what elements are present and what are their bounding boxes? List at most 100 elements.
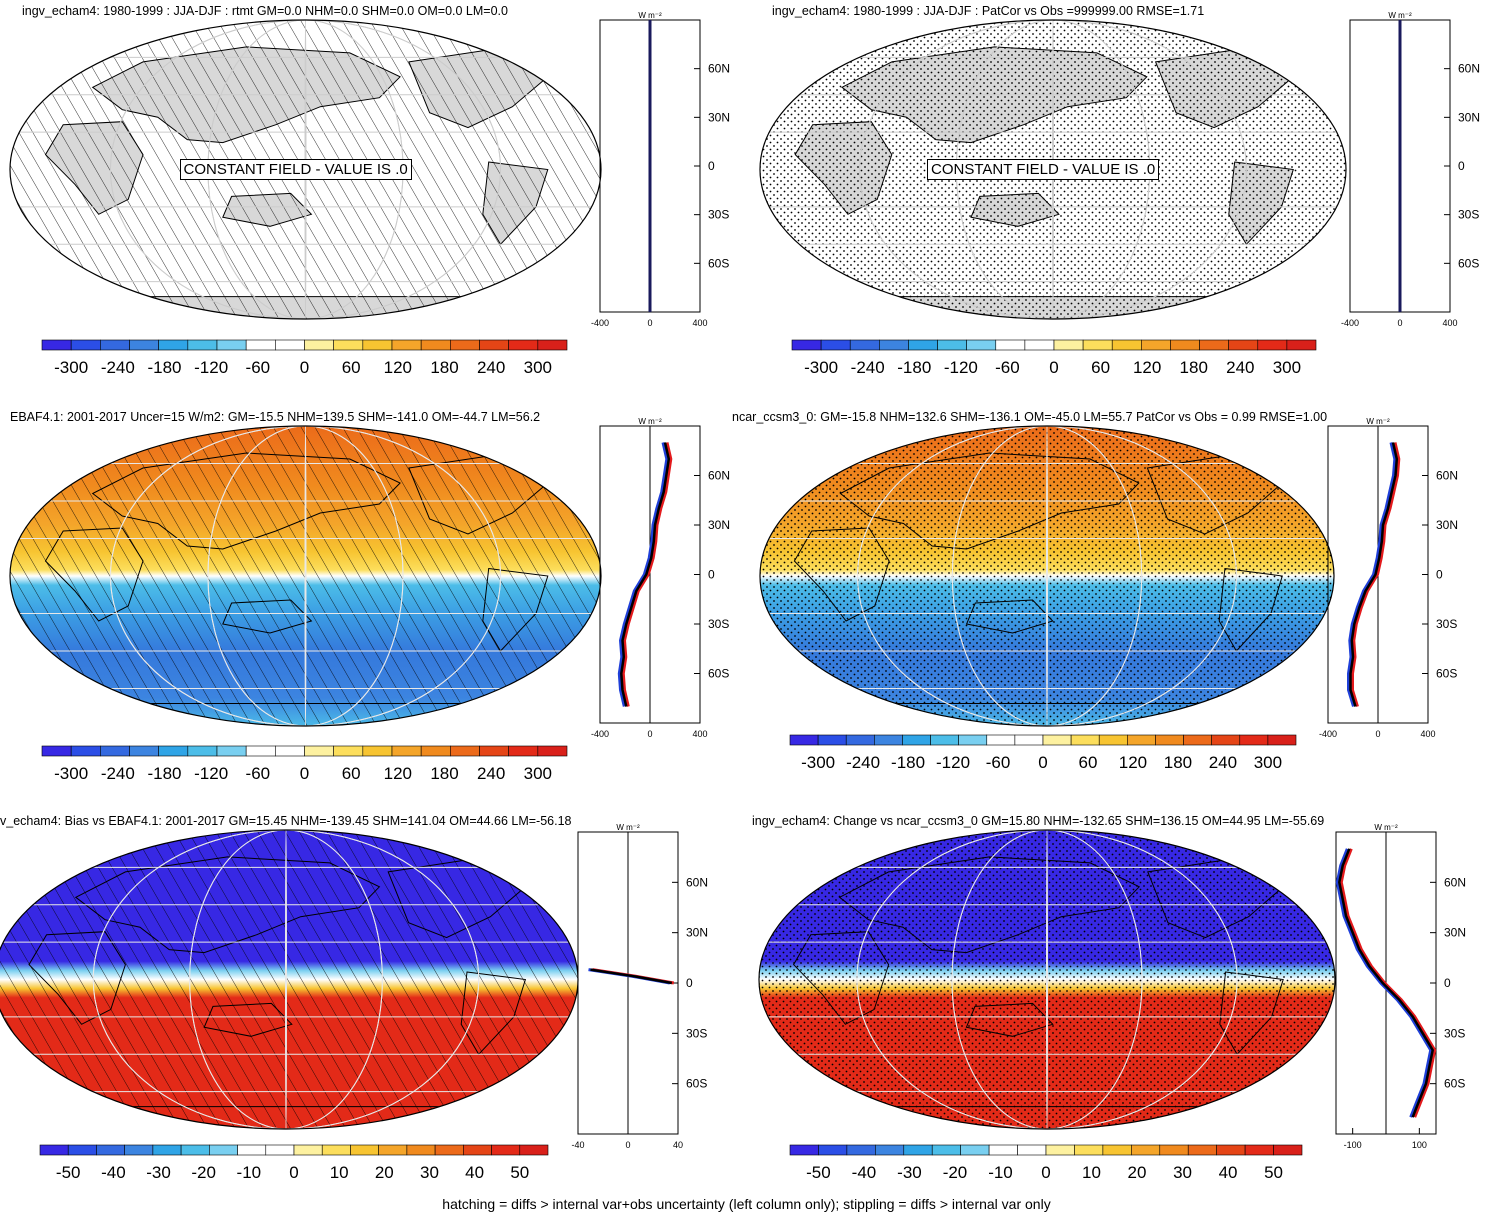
colorbar-label: -20: [943, 1163, 968, 1182]
profile-series: [1351, 442, 1401, 707]
colorbar-swatch: [958, 734, 988, 746]
profile-series: [1338, 848, 1434, 1118]
lat-tick-label: 30N: [1436, 518, 1458, 532]
colorbar-swatch: [216, 339, 247, 351]
colorbar-label: 240: [477, 764, 505, 783]
hatching-overlay: [0, 830, 578, 1129]
profile-series: [590, 968, 673, 985]
colorbar-swatch: [1267, 734, 1297, 746]
colorbar-label: 240: [1209, 753, 1237, 772]
colorbar-label: 300: [1273, 358, 1301, 377]
colorbar-swatch: [41, 339, 72, 351]
profile-unit-label: W m⁻²: [1388, 11, 1412, 20]
lat-tick-label: 30S: [1458, 208, 1479, 222]
map-field: [759, 830, 1335, 1129]
colorbar-label: 60: [1091, 358, 1110, 377]
map-field: [760, 20, 1346, 319]
profile-unit-label: W m⁻²: [616, 823, 640, 832]
colorbar-swatch: [789, 734, 819, 746]
colorbar-label: 30: [1173, 1163, 1192, 1182]
colorbar-swatch: [1199, 339, 1229, 351]
colorbar-label: -40: [101, 1163, 126, 1182]
colorbar-swatch: [1082, 339, 1113, 351]
lat-tick-label: 60S: [1458, 256, 1479, 270]
x-tick-label: -40: [571, 1140, 584, 1150]
colorbar-label: 60: [342, 358, 361, 377]
colorbar-label: 180: [1180, 358, 1208, 377]
colorbar-swatch: [931, 1144, 961, 1156]
colorbar-swatch: [237, 1144, 267, 1156]
colorbar-swatch: [818, 1144, 848, 1156]
lat-tick-label: 60S: [686, 1077, 707, 1091]
colorbar-swatch: [874, 734, 903, 746]
colorbar-swatch: [791, 339, 822, 351]
colorbar-swatch: [845, 734, 875, 746]
colorbar-swatch: [450, 339, 480, 351]
colorbar-label: -50: [806, 1163, 831, 1182]
x-tick-label: -400: [591, 318, 609, 328]
lat-tick-label: 30N: [1444, 926, 1466, 940]
map-border: [9, 425, 602, 727]
colorbar-swatch: [70, 339, 101, 351]
lat-tick-label: 30S: [708, 617, 729, 631]
colorbar-label: -300: [804, 358, 838, 377]
x-tick-label: 400: [692, 318, 707, 328]
colorbar-label: -20: [191, 1163, 216, 1182]
colorbar-label: 0: [1041, 1163, 1050, 1182]
colorbar-swatch: [124, 1144, 154, 1156]
lat-tick-label: 0: [1458, 159, 1465, 173]
x-tick-label: 0: [1397, 318, 1402, 328]
colorbar-label: 60: [1079, 753, 1098, 772]
profile-series: [1335, 848, 1433, 1118]
colorbar-label: 240: [477, 358, 505, 377]
zonal-mean-profile: 60N 30N 0 30S 60S -400 0 400 W m⁻²: [591, 10, 730, 330]
x-tick-label: -400: [1319, 729, 1337, 739]
map-projection: [757, 828, 1337, 1131]
colorbar-swatch: [537, 745, 568, 757]
colorbar: -50 -40 -30 -20 -10 0 10 20 30 40 50: [789, 1144, 1303, 1185]
colorbar-label: 180: [430, 764, 458, 783]
colorbar-swatch: [391, 339, 422, 351]
colorbar-swatch: [333, 745, 364, 757]
colorbar-swatch: [293, 1144, 323, 1156]
colorbar-swatch: [1141, 339, 1171, 351]
x-tick-label: -400: [1341, 318, 1359, 328]
colorbar-label: -120: [944, 358, 978, 377]
colorbar-label: -60: [246, 764, 271, 783]
colorbar-swatch: [39, 1144, 69, 1156]
colorbar-label: 120: [384, 358, 412, 377]
profile-series: [617, 442, 669, 707]
panel-title: ingv_echam4: 1980-1999 : JJA-DJF : rtmt …: [22, 4, 508, 18]
map-projection: [0, 828, 580, 1131]
colorbar-swatch: [1074, 1144, 1104, 1156]
lat-tick-label: 0: [686, 976, 693, 990]
colorbar-swatch: [1111, 339, 1142, 351]
colorbar-swatch: [930, 734, 959, 746]
panel-title: EBAF4.1: 2001-2017 Uncer=15 W/m2: GM=-15…: [10, 410, 541, 424]
colorbar-swatch: [304, 745, 334, 757]
lat-tick-label: 30S: [1444, 1026, 1465, 1040]
map-projection: [758, 18, 1348, 321]
colorbar-label: -240: [101, 764, 135, 783]
colorbar-label: 50: [510, 1163, 529, 1182]
lat-tick-label: 60S: [1444, 1077, 1465, 1091]
colorbar-swatch: [1159, 1144, 1189, 1156]
colorbar-swatch: [1183, 734, 1212, 746]
profile-series: [620, 442, 671, 707]
colorbar-swatch: [321, 1144, 351, 1156]
colorbar-swatch: [1228, 339, 1259, 351]
panel-title: ingv_echam4: 1980-1999 : JJA-DJF : PatCo…: [772, 4, 1205, 18]
colorbar-label: -50: [56, 1163, 81, 1182]
colorbar-label: -180: [891, 753, 925, 772]
colorbar-swatch: [1155, 734, 1184, 746]
lat-tick-label: 60S: [708, 667, 729, 681]
colorbar-label: 0: [300, 358, 309, 377]
lat-tick-label: 0: [708, 159, 715, 173]
colorbar-swatch: [1024, 339, 1055, 351]
colorbar-label: -60: [986, 753, 1011, 772]
panel-title: ncar_ccsm3_0: GM=-15.8 NHM=132.6 SHM=-13…: [732, 410, 1328, 424]
colorbar: -300 -240 -180 -120 -60 0 60 120 180 240 300: [41, 745, 568, 786]
colorbar-swatch: [265, 1144, 295, 1156]
colorbar-label: -120: [936, 753, 970, 772]
colorbar-label: 0: [300, 764, 309, 783]
